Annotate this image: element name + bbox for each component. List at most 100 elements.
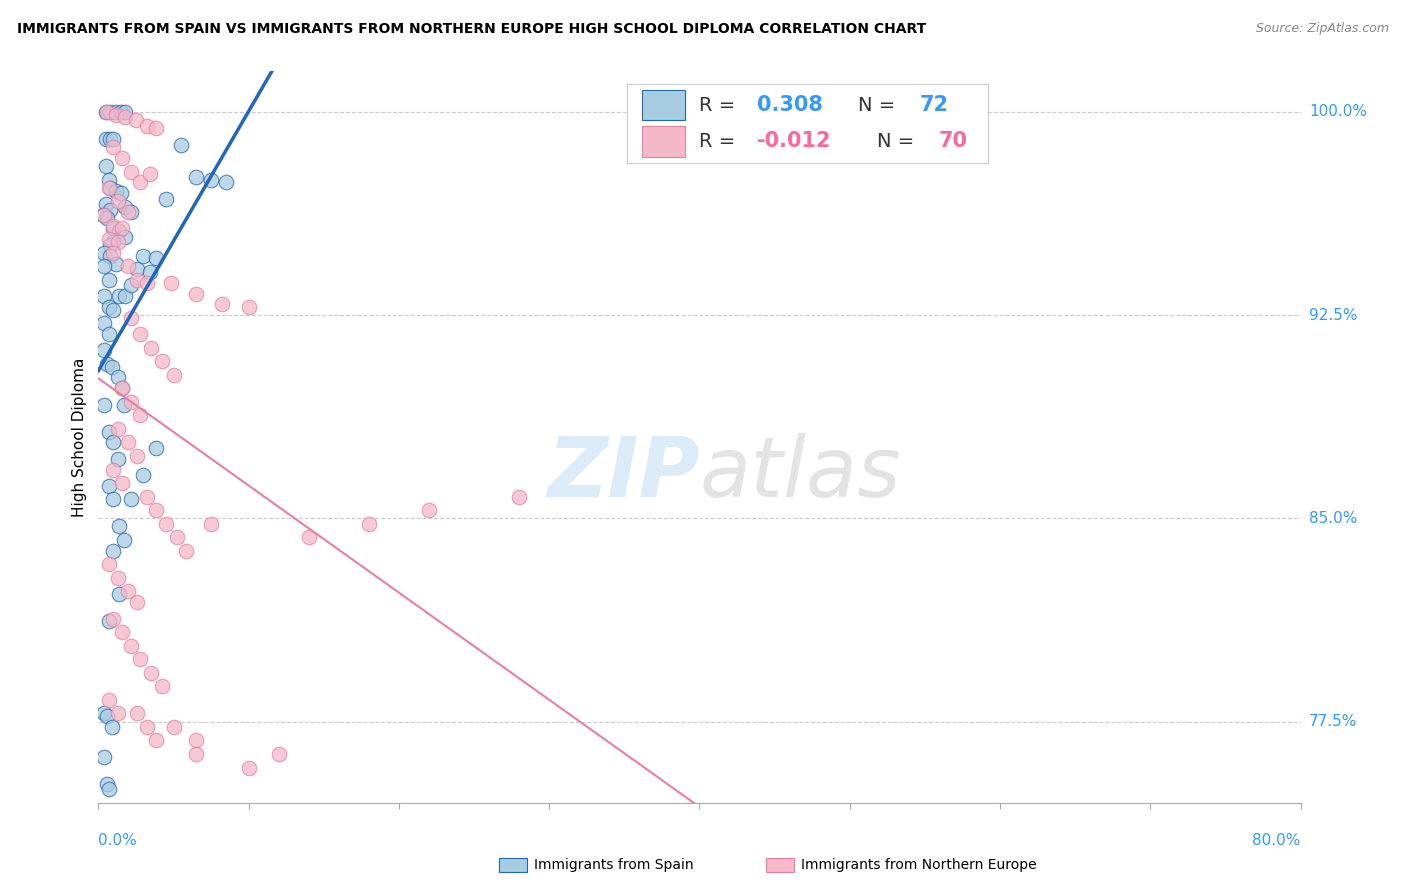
- Text: Source: ZipAtlas.com: Source: ZipAtlas.com: [1256, 22, 1389, 36]
- Point: [111, 476, 134, 491]
- Point: [170, 137, 193, 152]
- Point: [93, 706, 115, 721]
- Text: Immigrants from Northern Europe: Immigrants from Northern Europe: [801, 858, 1038, 872]
- Point: [93, 749, 115, 764]
- Point: [97, 782, 120, 797]
- Point: [97, 693, 120, 707]
- Point: [101, 720, 124, 734]
- Point: [267, 747, 290, 761]
- Point: [184, 286, 207, 301]
- Point: [111, 151, 134, 165]
- Text: 80.0%: 80.0%: [1253, 833, 1301, 847]
- Point: [145, 121, 167, 136]
- Point: [155, 516, 177, 531]
- Point: [100, 249, 122, 263]
- Point: [93, 316, 115, 330]
- Text: -0.012: -0.012: [758, 131, 832, 152]
- FancyBboxPatch shape: [641, 126, 685, 157]
- Point: [97, 273, 120, 287]
- Point: [135, 119, 157, 133]
- Point: [107, 571, 129, 585]
- Point: [108, 224, 131, 238]
- Text: Immigrants from Spain: Immigrants from Spain: [534, 858, 695, 872]
- Point: [145, 503, 167, 517]
- Point: [96, 777, 118, 791]
- Point: [357, 516, 380, 531]
- Point: [135, 490, 157, 504]
- Point: [107, 235, 129, 249]
- Point: [129, 409, 152, 423]
- Point: [103, 245, 125, 260]
- Point: [150, 354, 173, 368]
- Point: [93, 398, 115, 412]
- Point: [94, 159, 117, 173]
- Point: [132, 468, 155, 483]
- Point: [159, 276, 181, 290]
- Point: [108, 519, 131, 533]
- Point: [100, 105, 122, 120]
- Point: [150, 679, 173, 693]
- Point: [96, 709, 118, 723]
- Point: [114, 111, 136, 125]
- Point: [145, 252, 167, 266]
- Point: [111, 381, 134, 395]
- Point: [121, 492, 143, 507]
- Point: [103, 611, 125, 625]
- Point: [200, 172, 222, 186]
- Point: [96, 357, 118, 371]
- Text: 0.308: 0.308: [758, 95, 823, 115]
- Point: [117, 584, 139, 599]
- Point: [103, 462, 125, 476]
- Point: [117, 260, 139, 274]
- Point: [103, 492, 125, 507]
- Point: [211, 297, 233, 311]
- Point: [129, 652, 152, 666]
- Point: [97, 232, 120, 246]
- Point: [103, 132, 125, 146]
- Point: [155, 192, 177, 206]
- Point: [418, 503, 440, 517]
- Point: [97, 327, 120, 342]
- Point: [162, 368, 184, 382]
- Point: [121, 205, 143, 219]
- Text: 92.5%: 92.5%: [1309, 308, 1357, 323]
- Point: [105, 257, 128, 271]
- Point: [94, 197, 117, 211]
- Point: [112, 533, 135, 547]
- Point: [135, 720, 157, 734]
- Text: 77.5%: 77.5%: [1309, 714, 1357, 729]
- Point: [96, 105, 118, 120]
- Point: [105, 108, 128, 122]
- Point: [121, 278, 143, 293]
- Point: [117, 435, 139, 450]
- Point: [110, 105, 132, 120]
- Text: 70: 70: [939, 131, 967, 152]
- Point: [97, 558, 120, 572]
- Point: [298, 530, 321, 544]
- Point: [184, 169, 207, 184]
- Point: [162, 720, 184, 734]
- Text: 72: 72: [920, 95, 949, 115]
- Point: [97, 300, 120, 314]
- Point: [107, 370, 129, 384]
- Point: [100, 202, 122, 217]
- Point: [100, 181, 122, 195]
- Point: [94, 132, 117, 146]
- Point: [125, 113, 148, 128]
- Point: [108, 587, 131, 601]
- Point: [97, 479, 120, 493]
- Text: R =: R =: [699, 132, 742, 151]
- Point: [184, 733, 207, 747]
- Point: [132, 249, 155, 263]
- Point: [105, 184, 128, 198]
- Point: [101, 359, 124, 374]
- Point: [121, 310, 143, 325]
- Point: [174, 544, 197, 558]
- Point: [111, 625, 134, 640]
- Y-axis label: High School Diploma: High School Diploma: [72, 358, 87, 516]
- Point: [121, 164, 143, 178]
- Point: [103, 544, 125, 558]
- Point: [103, 435, 125, 450]
- Point: [127, 706, 149, 721]
- Text: 85.0%: 85.0%: [1309, 511, 1357, 526]
